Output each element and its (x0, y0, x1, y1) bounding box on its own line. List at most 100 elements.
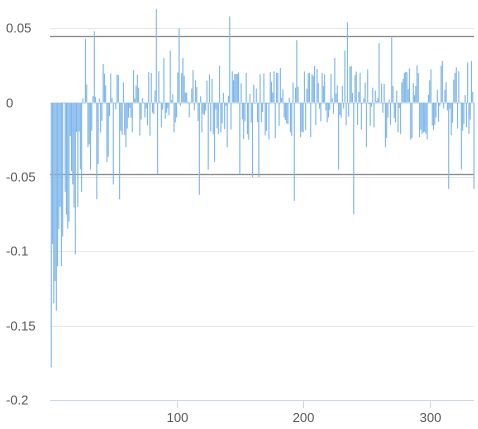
bar (372, 87, 374, 103)
bar (396, 90, 398, 103)
bar (101, 102, 103, 121)
bar (307, 73, 309, 103)
bar (367, 69, 369, 103)
y-tick-label: 0 (6, 96, 13, 111)
bar (454, 72, 456, 103)
bar (463, 102, 465, 125)
bar (210, 102, 212, 132)
bar (291, 102, 293, 136)
bar (163, 58, 165, 103)
bar (258, 102, 260, 177)
bar (467, 62, 469, 103)
bar (202, 102, 204, 114)
bar (126, 102, 128, 129)
bar (150, 72, 152, 103)
bar (394, 102, 397, 123)
bar (338, 102, 340, 170)
bar (301, 102, 303, 132)
bar (73, 102, 75, 208)
bar (443, 102, 445, 109)
bar (64, 102, 66, 192)
bar (448, 102, 450, 189)
bar (284, 102, 286, 121)
bar (169, 50, 171, 103)
bar (457, 102, 459, 129)
bar (114, 102, 116, 104)
bar (401, 82, 403, 103)
bar (197, 102, 199, 122)
bar (253, 84, 255, 103)
bar (51, 102, 54, 244)
bar (336, 85, 338, 103)
bar (300, 102, 302, 138)
bar (130, 102, 132, 118)
bar (276, 72, 278, 103)
bar (108, 102, 111, 117)
bar (212, 102, 214, 135)
bar (136, 74, 138, 103)
bar (312, 75, 314, 103)
bar (243, 102, 245, 140)
bar (298, 102, 300, 104)
bar (435, 102, 437, 118)
bar (188, 102, 190, 118)
bar (393, 102, 395, 119)
bar (62, 102, 64, 237)
bar (441, 61, 443, 103)
bar (458, 71, 460, 103)
bar (60, 102, 62, 267)
bar (459, 101, 461, 103)
bar (339, 102, 341, 115)
bar (343, 102, 345, 109)
bar (250, 102, 252, 123)
bar (134, 98, 136, 103)
bar (383, 83, 385, 103)
bar (417, 73, 419, 103)
bar (349, 66, 351, 103)
bar (249, 93, 251, 103)
bar (221, 102, 223, 124)
bar (107, 102, 109, 157)
bar (182, 58, 184, 103)
bar (177, 72, 179, 103)
bar (236, 74, 238, 103)
bar (431, 102, 433, 126)
bar (112, 102, 114, 185)
bar (106, 102, 108, 163)
y-tick-label: -0.15 (6, 319, 36, 334)
bar (465, 102, 467, 128)
bar (69, 102, 71, 137)
bar (445, 82, 447, 103)
bar (158, 71, 160, 103)
bar (289, 102, 292, 133)
bar (91, 102, 93, 131)
bar (254, 102, 256, 104)
bar (462, 102, 464, 131)
bar (432, 102, 435, 130)
bar (231, 71, 233, 103)
bar (216, 102, 218, 129)
bar (402, 78, 404, 103)
bar (200, 96, 202, 103)
bar (286, 102, 288, 124)
bar (164, 102, 166, 119)
bar (315, 102, 317, 125)
bar (92, 95, 94, 103)
bar (279, 67, 281, 103)
bar (186, 92, 188, 103)
bar (100, 102, 102, 133)
bar (208, 74, 211, 103)
bar (215, 102, 217, 110)
bar (344, 50, 346, 103)
bar (365, 102, 367, 148)
bar (282, 89, 284, 103)
bar (364, 82, 366, 103)
bar (334, 58, 336, 103)
bar (446, 102, 448, 111)
bar (230, 102, 232, 130)
bar (360, 102, 362, 130)
bar (386, 102, 388, 138)
bar (398, 102, 400, 108)
bar (369, 102, 371, 126)
